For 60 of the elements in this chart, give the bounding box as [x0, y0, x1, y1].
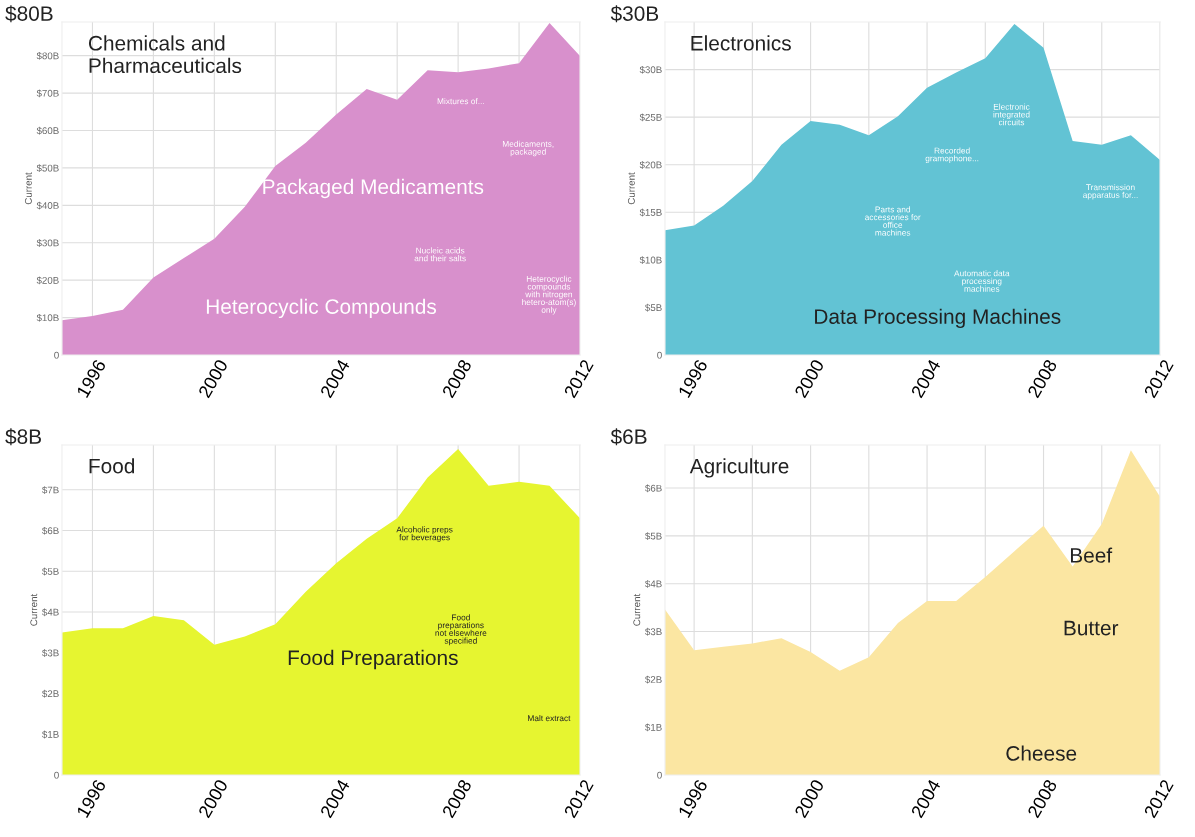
y-tick-label: $20B [639, 161, 662, 169]
y-tick-label: $1B [42, 730, 59, 739]
y-tick-label: 0 [54, 351, 59, 359]
y-tick-label: $5B [42, 567, 59, 576]
y-tick-label: $3B [42, 649, 59, 657]
annotation: Recorded gramophone... [925, 147, 979, 163]
annotation: Electronic integrated circuits [993, 103, 1030, 126]
y-tick-label: $50B [36, 164, 59, 173]
y-tick-label: 0 [657, 771, 662, 779]
annotation: Packaged Medicaments [263, 178, 484, 199]
y-tick-label: $6B [42, 526, 59, 535]
annotation: Butter [1064, 620, 1119, 636]
text: Agriculture [689, 458, 789, 478]
y-tick-label: $4B [42, 608, 59, 617]
y-tick-label: $6B [645, 484, 662, 493]
y-tick-label: $10B [36, 313, 59, 322]
y-tick-label: $60B [36, 126, 59, 135]
text: Chemicals and Pharmaceuticals [88, 35, 242, 74]
annotation: Beef [1070, 547, 1113, 563]
annotation: Parts and accessories for office machines [865, 206, 921, 236]
annotation: Automatic data processing machines [954, 270, 1010, 292]
annotation: Heterocyclic compounds with nitrogen hetero-atom(s) only [522, 275, 576, 315]
y-tick-label: $4B [645, 580, 662, 588]
annotation: Mixtures of... [437, 98, 484, 105]
y-tick-label: $15B [639, 208, 662, 217]
annotation: Cheese [1006, 745, 1077, 761]
y-axis-title: Current [30, 593, 38, 626]
text: Food [89, 458, 135, 474]
y-tick-label: $10B [639, 256, 662, 265]
y-tick-label: $2B [42, 689, 59, 698]
y-axis-title: Current [627, 172, 635, 205]
annotation: Malt extract [528, 715, 571, 722]
y-tick-label: 0 [657, 351, 662, 359]
y-tick-label: 0 [54, 771, 59, 779]
annotation: Heterocyclic Compounds [206, 298, 437, 319]
text: $6B [610, 428, 647, 446]
annotation: Medicaments, packaged [502, 140, 554, 157]
annotation: Food Preparations [288, 649, 458, 670]
y-tick-label: $30B [639, 65, 662, 74]
y-tick-label: $70B [36, 89, 59, 98]
y-tick-label: $5B [645, 303, 662, 312]
annotation: Alcoholic preps for beverages [396, 526, 453, 542]
text: $8B [5, 428, 41, 446]
text: Electronics [691, 35, 791, 51]
y-tick-label: $5B [645, 532, 662, 541]
annotation: Food preparations not elsewhere specified [435, 614, 487, 646]
y-tick-label: $3B [645, 627, 662, 636]
annotation: Nucleic acids and their salts [414, 247, 466, 262]
y-axis-title: Current [633, 593, 641, 626]
annotation: Transmission apparatus for... [1083, 184, 1138, 200]
y-tick-label: $30B [36, 239, 59, 247]
y-tick-label: $2B [645, 675, 662, 684]
y-tick-label: $80B [36, 52, 59, 60]
y-tick-label: $25B [639, 113, 662, 122]
y-tick-label: $7B [42, 486, 59, 495]
y-tick-label: $1B [645, 723, 662, 732]
y-tick-label: $20B [36, 276, 59, 285]
y-tick-label: $40B [36, 201, 59, 210]
y-axis-title: Current [24, 172, 32, 205]
annotation: Data Processing Machines [815, 308, 1061, 329]
